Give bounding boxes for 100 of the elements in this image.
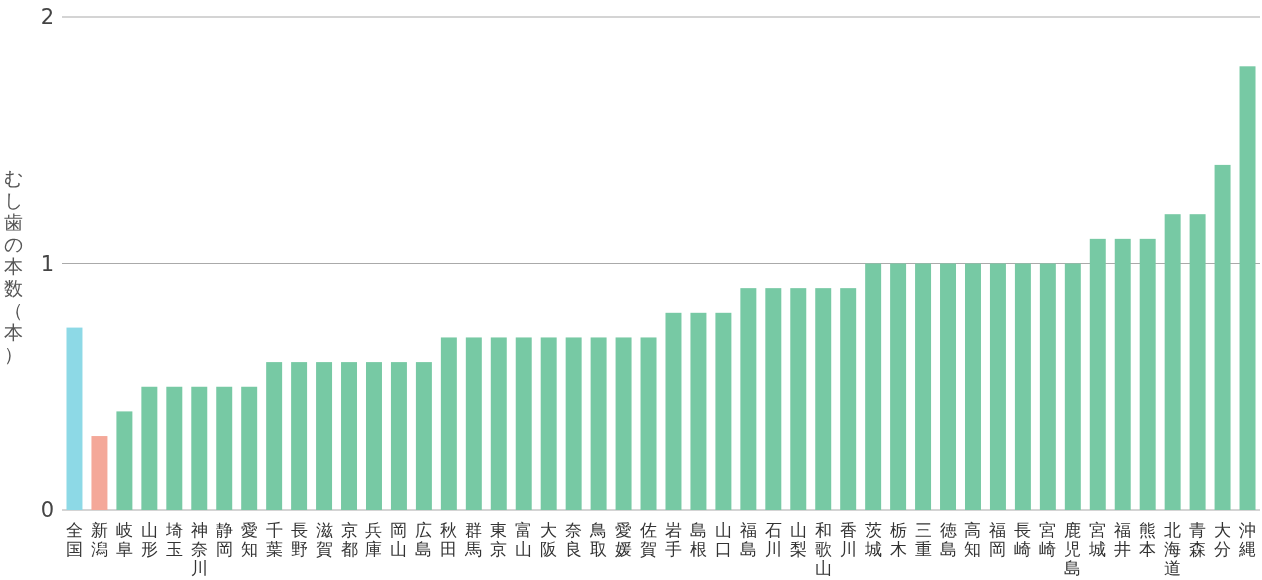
x-tick-label: 石川 (764, 520, 782, 559)
bar (540, 337, 557, 510)
bar (116, 411, 133, 510)
bar (1114, 238, 1131, 510)
x-tick-label: 滋賀 (315, 520, 333, 559)
x-tick-label: 岡山 (390, 520, 408, 559)
x-tick-label: 北海道 (1164, 520, 1182, 578)
bar (365, 362, 382, 510)
bar (989, 263, 1006, 510)
bar (465, 337, 482, 510)
bar (1189, 214, 1206, 510)
bar (166, 386, 183, 510)
x-tick-label: 宮崎 (1039, 520, 1057, 559)
x-tick-label: 岐阜 (115, 520, 133, 559)
bar (141, 386, 158, 510)
x-tick-label: 長野 (290, 520, 308, 559)
bar (191, 386, 208, 510)
bar (515, 337, 532, 510)
x-tick-label: 宮城 (1088, 520, 1107, 559)
x-tick-label: 福島 (739, 520, 757, 559)
x-tick-label: 静岡 (215, 520, 233, 559)
x-tick-label: 全国 (65, 520, 83, 559)
x-tick-label: 熊本 (1139, 520, 1157, 559)
bar (341, 362, 358, 510)
bar (266, 362, 283, 510)
bar (1214, 164, 1231, 510)
x-tick-label: 大阪 (540, 520, 558, 559)
bar (715, 312, 732, 510)
x-tick-label: 山形 (140, 520, 158, 559)
x-tick-label: 埼玉 (164, 520, 183, 559)
bar (690, 312, 707, 510)
bar (665, 312, 682, 510)
bar (940, 263, 957, 510)
x-tick-label: 高知 (964, 520, 982, 559)
bar (1139, 238, 1156, 510)
bar (1239, 66, 1256, 510)
x-tick-label: 福岡 (989, 520, 1007, 559)
bar (216, 386, 233, 510)
bar (740, 288, 757, 510)
x-tick-label: 青森 (1189, 520, 1207, 559)
x-tick-label: 愛知 (240, 520, 258, 559)
x-tick-label: 佐賀 (640, 520, 658, 559)
x-tick-label: 岩手 (664, 520, 682, 559)
bar (865, 263, 882, 510)
bar (590, 337, 607, 510)
y-tick-label: 1 (40, 251, 54, 276)
bar (840, 288, 857, 510)
bar (615, 337, 632, 510)
bar (390, 362, 407, 510)
x-tick-label: 鳥取 (589, 520, 608, 559)
x-tick-label: 三重 (914, 520, 932, 559)
x-tick-label: 東京 (490, 520, 508, 559)
bar (890, 263, 907, 510)
x-tick-label: 兵庫 (365, 520, 383, 559)
x-tick-label: 鹿児島 (1064, 520, 1082, 578)
bar (1014, 263, 1031, 510)
bar (1164, 214, 1181, 510)
x-tick-label: 長崎 (1014, 520, 1032, 559)
x-tick-label: 徳島 (939, 520, 957, 559)
x-tick-label: 富山 (515, 520, 533, 559)
x-tick-label: 広島 (415, 520, 433, 559)
x-tick-label: 茨城 (863, 520, 882, 559)
bar (1089, 238, 1106, 510)
bar (964, 263, 981, 510)
x-tick-label: 栃木 (889, 520, 907, 559)
y-tick-label: 0 (40, 498, 54, 522)
x-tick-label: 京都 (340, 520, 358, 559)
bar (1039, 263, 1056, 510)
bar (440, 337, 457, 510)
bar (66, 327, 83, 510)
x-tick-label: 山口 (714, 520, 732, 559)
bar (565, 337, 582, 510)
x-tick-label: 島根 (689, 520, 707, 559)
x-tick-label: 奈良 (565, 520, 583, 559)
bar (815, 288, 832, 510)
bar (790, 288, 807, 510)
bar (316, 362, 333, 510)
x-tick-label: 福井 (1114, 520, 1132, 559)
y-tick-label: 2 (40, 5, 54, 29)
x-tick-label: 大分 (1214, 520, 1232, 559)
bar (241, 386, 258, 510)
bar (415, 362, 432, 510)
x-tick-label: 新潟 (90, 520, 108, 559)
x-tick-label: 千葉 (265, 520, 283, 559)
x-tick-label: 群馬 (464, 520, 483, 559)
x-tick-label: 沖縄 (1238, 520, 1257, 559)
x-tick-label: 和歌山 (814, 520, 832, 578)
x-tick-label: 山梨 (789, 520, 807, 559)
x-tick-label: 神奈川 (190, 520, 208, 578)
bar (291, 362, 308, 510)
x-tick-label: 秋田 (440, 520, 458, 559)
x-tick-label: 愛媛 (615, 520, 633, 559)
bar (640, 337, 657, 510)
bar (1064, 263, 1081, 510)
bar (915, 263, 932, 510)
text: むし歯の本数（本） (3, 167, 23, 365)
bar (765, 288, 782, 510)
bar (490, 337, 507, 510)
x-tick-label: 香川 (839, 520, 857, 559)
bar (91, 436, 108, 510)
